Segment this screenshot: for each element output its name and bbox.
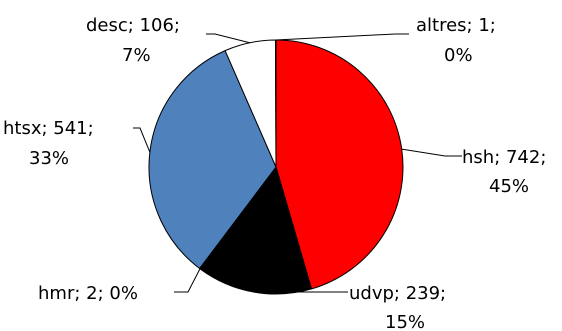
label-desc-line1: desc; 106; [86,15,180,36]
label-hsh-line2: 45% [489,176,529,197]
data-labels: hsh; 742; 45% udvp; 239; 15% hmr; 2; 0% … [3,15,546,331]
leader-line-hmr [174,268,201,293]
label-desc-line2: 7% [122,45,151,66]
pie-slice-hsh [275,39,404,290]
leader-line-htsx [133,127,151,153]
label-hmr-line1: hmr; 2; 0% [38,283,138,304]
label-udvp-line2: 15% [385,312,425,331]
leader-line-altres [275,33,409,41]
leader-line-desc [206,33,250,44]
leader-line-hsh [401,148,462,157]
pie-slices [148,39,404,295]
label-htsx-line1: htsx; 541; [3,118,94,139]
label-altres-line1: altres; 1; [416,15,496,36]
label-htsx-line2: 33% [29,148,69,169]
label-hsh-line1: hsh; 742; [462,147,546,168]
label-udvp-line1: udvp; 239; [349,283,446,304]
pie-slice-htsx [148,49,277,270]
label-altres-line2: 0% [444,45,473,66]
leader-lines [133,33,462,293]
